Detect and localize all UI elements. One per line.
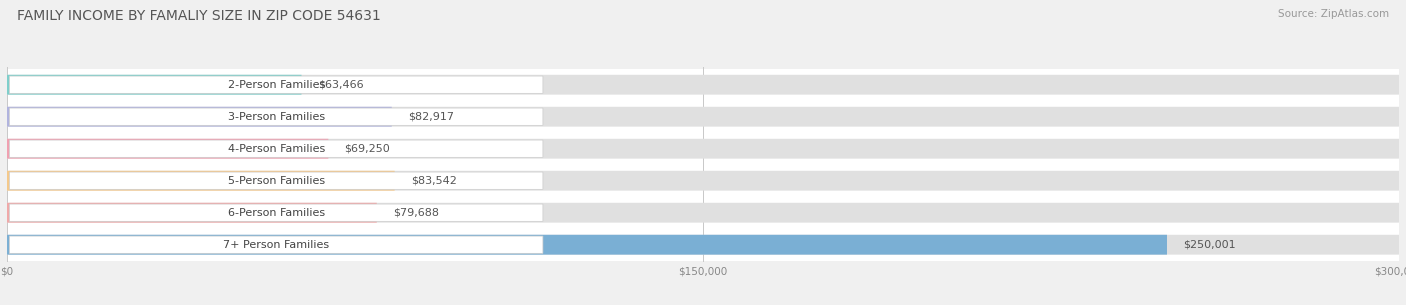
Text: $69,250: $69,250 [344,144,391,154]
Text: 4-Person Families: 4-Person Families [228,144,325,154]
Text: $82,917: $82,917 [408,112,454,122]
FancyBboxPatch shape [10,108,543,125]
FancyBboxPatch shape [7,101,1399,133]
FancyBboxPatch shape [7,235,1167,255]
FancyBboxPatch shape [7,235,1399,255]
FancyBboxPatch shape [7,171,395,191]
FancyBboxPatch shape [7,171,1399,191]
FancyBboxPatch shape [7,133,1399,165]
Text: 3-Person Families: 3-Person Families [228,112,325,122]
Text: Source: ZipAtlas.com: Source: ZipAtlas.com [1278,9,1389,19]
FancyBboxPatch shape [7,107,392,127]
Text: $79,688: $79,688 [394,208,439,218]
Text: 7+ Person Families: 7+ Person Families [224,240,329,250]
FancyBboxPatch shape [7,139,329,159]
FancyBboxPatch shape [7,107,1399,127]
Text: 2-Person Families: 2-Person Families [228,80,325,90]
FancyBboxPatch shape [7,203,1399,223]
Text: 6-Person Families: 6-Person Families [228,208,325,218]
FancyBboxPatch shape [7,229,1399,261]
Text: $250,001: $250,001 [1184,240,1236,250]
Text: $83,542: $83,542 [411,176,457,186]
FancyBboxPatch shape [10,204,543,221]
Text: $63,466: $63,466 [318,80,363,90]
FancyBboxPatch shape [7,197,1399,229]
FancyBboxPatch shape [10,172,543,189]
FancyBboxPatch shape [7,75,1399,95]
Text: FAMILY INCOME BY FAMALIY SIZE IN ZIP CODE 54631: FAMILY INCOME BY FAMALIY SIZE IN ZIP COD… [17,9,381,23]
FancyBboxPatch shape [10,76,543,93]
FancyBboxPatch shape [7,139,1399,159]
FancyBboxPatch shape [7,165,1399,197]
FancyBboxPatch shape [10,140,543,157]
FancyBboxPatch shape [10,236,543,253]
FancyBboxPatch shape [7,69,1399,101]
FancyBboxPatch shape [7,75,301,95]
Text: 5-Person Families: 5-Person Families [228,176,325,186]
FancyBboxPatch shape [7,203,377,223]
